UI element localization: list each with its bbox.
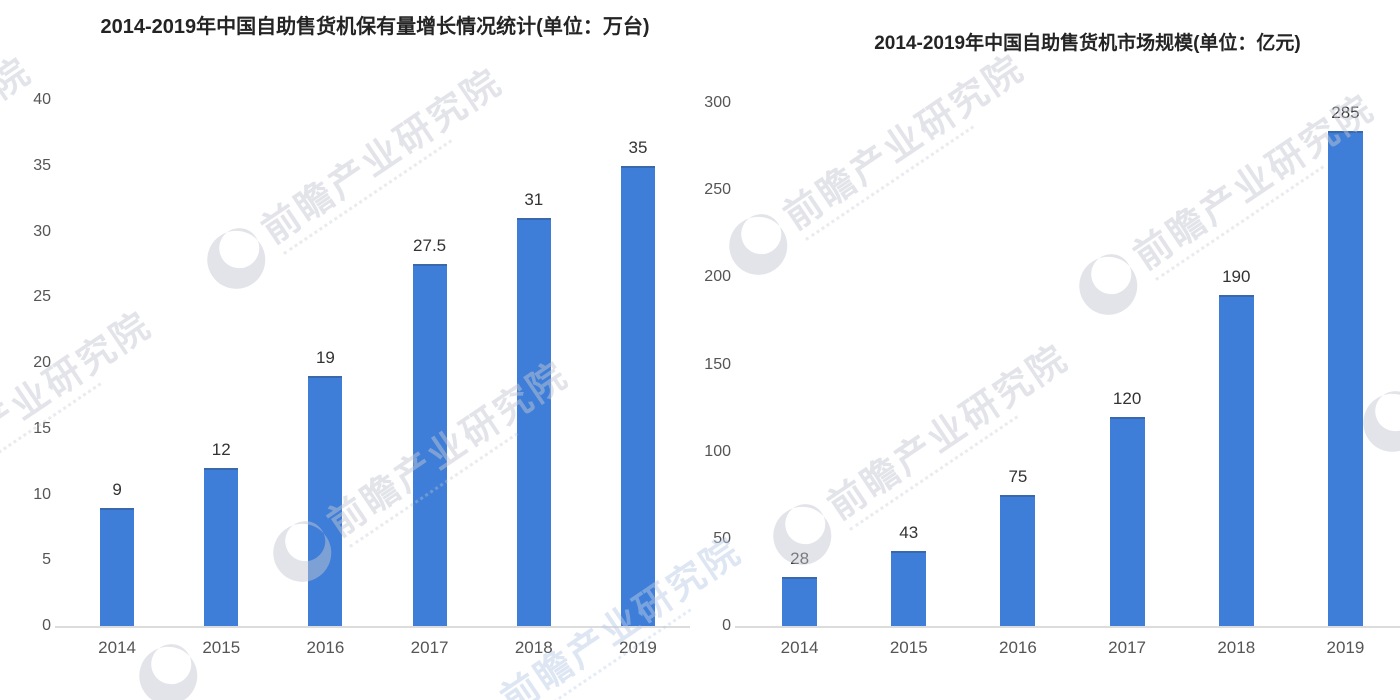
y-axis-tick-label: 5 — [42, 551, 51, 569]
bar-value-label: 31 — [524, 190, 544, 210]
x-axis-category-label: 2017 — [1108, 638, 1146, 657]
y-axis-tick-label: 25 — [33, 288, 51, 306]
x-axis-category-label: 2014 — [98, 638, 136, 657]
bar-value-label: 28 — [790, 549, 810, 569]
y-axis-tick-label: 150 — [704, 355, 731, 373]
bar-group: 12 2015 — [169, 100, 273, 657]
x-axis-category-label: 2014 — [780, 638, 819, 657]
bar-group: 285 2019 — [1291, 103, 1400, 657]
bar-value-label: 285 — [1331, 103, 1360, 122]
bar-group: 43 2015 — [854, 103, 963, 657]
y-axis-tick-label: 0 — [722, 617, 731, 634]
bar — [1109, 416, 1145, 626]
bar — [1327, 131, 1363, 626]
bar-group: 190 2018 — [1182, 103, 1291, 657]
bars-area: 9 2014 12 2015 19 2016 27.5 2017 31 2018 35 2019 — [65, 100, 690, 657]
bar-group: 9 2014 — [65, 100, 169, 657]
left-chart-title: 2014-2019年中国自助售货机保有量增长情况统计(单位：万台) — [100, 16, 650, 38]
y-axis-tick-label: 15 — [33, 419, 51, 437]
bar-value-label: 35 — [628, 137, 648, 157]
watermark-logo-icon — [128, 636, 209, 700]
x-axis-category-label: 2019 — [1326, 638, 1365, 657]
brand-watermark: 前瞻产业研究院 — [128, 636, 209, 700]
bar — [891, 551, 927, 626]
bar — [620, 165, 655, 626]
bar-group: 120 2017 — [1073, 103, 1182, 657]
x-axis-category-label: 2015 — [889, 638, 928, 657]
bar-group: 31 2018 — [482, 100, 586, 657]
bar-value-label: 75 — [1008, 467, 1028, 487]
y-axis-tick-label: 20 — [33, 354, 51, 371]
y-axis-tick-label: 0 — [42, 617, 51, 634]
bar-value-label: 43 — [899, 523, 919, 543]
bar — [308, 376, 343, 626]
x-axis-category-label: 2016 — [306, 638, 345, 657]
y-axis-tick-label: 10 — [33, 485, 51, 503]
brand-watermark: 前瞻产业研究院 — [0, 49, 43, 246]
bar — [782, 577, 818, 626]
x-axis-category-label: 2016 — [999, 638, 1037, 657]
x-axis-category-label: 2019 — [619, 638, 657, 657]
bar — [1000, 495, 1036, 626]
bar-group: 27.5 2017 — [378, 100, 482, 657]
bar-value-label: 12 — [211, 440, 231, 460]
x-axis-category-label: 2018 — [1217, 638, 1256, 657]
y-axis-tick-label: 200 — [704, 268, 731, 286]
bar — [100, 507, 135, 626]
x-axis-category-label: 2015 — [202, 638, 241, 657]
bar-value-label: 27.5 — [413, 236, 447, 256]
y-axis-tick-label: 250 — [704, 181, 731, 199]
bars-area: 28 2014 43 2015 75 2016 120 2017 190 2018 285 2019 — [745, 103, 1400, 657]
bar-group: 28 2014 — [745, 103, 854, 657]
y-axis-tick-label: 50 — [713, 529, 731, 547]
right-chart-title: 2014-2019年中国自助售货机市场规模(单位：亿元) — [874, 33, 1301, 54]
y-axis-tick-label: 100 — [704, 442, 731, 460]
x-axis-category-label: 2018 — [514, 638, 553, 657]
bar-value-label: 19 — [315, 348, 335, 368]
bar-value-label: 190 — [1222, 266, 1251, 286]
bar — [516, 218, 551, 626]
left-plot-area: 0 5 10 15 20 25 30 35 40 9 2014 12 2015 19 2016 27.5 201… — [33, 91, 690, 657]
watermark-text: 前瞻产业研究院 — [0, 49, 39, 241]
bar-value-label: 120 — [1112, 388, 1142, 408]
right-plot-area: 0 50 100 150 200 250 300 28 2014 43 2015 75 2016 120 2… — [704, 94, 1400, 657]
bar — [204, 468, 239, 626]
y-axis-tick-label: 35 — [33, 156, 51, 174]
bar-group: 75 2016 — [963, 103, 1072, 657]
bar — [1218, 294, 1254, 626]
bar — [412, 264, 447, 626]
bar-value-label: 9 — [112, 479, 122, 499]
y-axis-tick-label: 40 — [33, 91, 51, 108]
y-axis-tick-label: 300 — [704, 94, 731, 111]
bar-group: 35 2019 — [586, 100, 690, 657]
y-axis-tick-label: 30 — [33, 222, 51, 240]
bar-group: 19 2016 — [273, 100, 377, 657]
x-axis-category-label: 2017 — [410, 638, 449, 657]
